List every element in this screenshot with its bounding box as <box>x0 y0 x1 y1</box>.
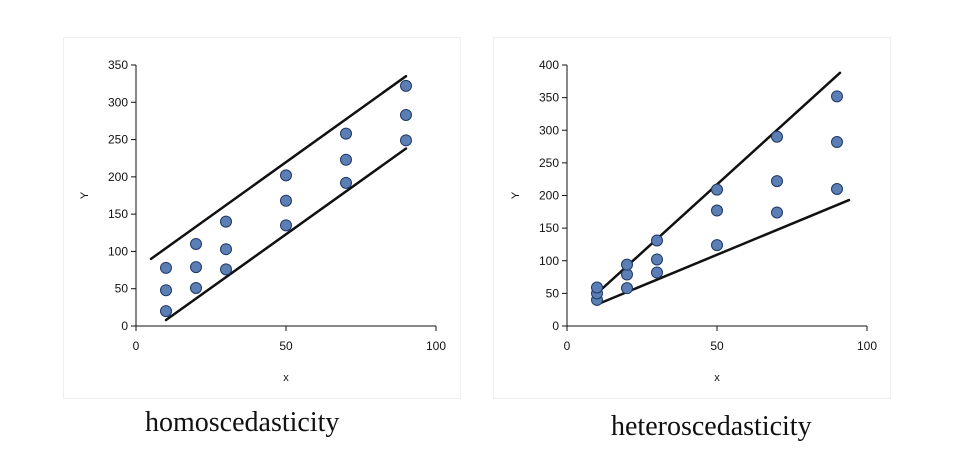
x-tick-label: 100 <box>857 339 877 353</box>
data-point <box>591 281 603 294</box>
data-point <box>651 234 663 247</box>
data-point <box>711 239 723 252</box>
x-tick-label: 0 <box>564 339 571 353</box>
data-point <box>831 90 843 103</box>
x-tick-label: 100 <box>426 339 446 353</box>
x-axis-label: x <box>283 372 289 384</box>
data-point <box>160 284 172 297</box>
y-tick-label: 0 <box>552 319 559 333</box>
data-point <box>280 169 292 182</box>
y-tick-label: 350 <box>539 91 559 105</box>
data-point <box>220 243 232 256</box>
caption-homoscedasticity: homoscedasticity <box>145 407 340 438</box>
upper-bound-line <box>149 74 408 261</box>
data-point <box>651 266 663 279</box>
data-point <box>621 258 633 271</box>
x-axis-label: x <box>714 372 720 384</box>
data-point <box>280 194 292 207</box>
y-tick-label: 100 <box>108 244 128 258</box>
y-tick-label: 100 <box>539 254 559 268</box>
data-point <box>340 127 352 140</box>
data-point <box>400 108 412 121</box>
scatter-chart-heteroscedasticity: 0 50 100 150 200 250 300 350 400 0 50 100 x Y <box>510 58 877 384</box>
data-point <box>400 79 412 92</box>
data-point <box>711 183 723 196</box>
y-axis-label: Y <box>79 191 91 199</box>
data-point <box>831 135 843 148</box>
lower-bound-line <box>164 147 408 322</box>
data-point <box>190 237 202 250</box>
data-point <box>711 204 723 217</box>
data-point <box>651 253 663 266</box>
x-tick-label: 50 <box>710 339 724 353</box>
data-point <box>160 261 172 274</box>
y-tick-label: 400 <box>539 58 559 72</box>
y-tick-label: 150 <box>539 221 559 235</box>
upper-bound-line <box>595 71 842 295</box>
chart-panel-homoscedasticity: 0 50 100 150 200 250 300 350 0 50 100 x Y <box>63 37 461 399</box>
scatter-chart-homoscedasticity: 0 50 100 150 200 250 300 350 0 50 100 x Y <box>79 58 446 384</box>
y-tick-label: 0 <box>121 319 128 333</box>
data-point <box>831 182 843 195</box>
data-point <box>771 206 783 219</box>
data-point <box>340 176 352 189</box>
y-axis-label: Y <box>510 191 522 199</box>
data-point <box>280 219 292 232</box>
y-tick-label: 200 <box>539 189 559 203</box>
data-point <box>220 215 232 228</box>
data-point <box>220 263 232 276</box>
data-point <box>160 305 172 318</box>
y-tick-label: 50 <box>546 286 560 300</box>
data-point <box>621 282 633 295</box>
lower-bound-line <box>595 198 851 306</box>
caption-heteroscedasticity: heteroscedasticity <box>611 411 812 442</box>
y-tick-label: 150 <box>108 207 128 221</box>
data-point <box>771 130 783 143</box>
data-point <box>771 175 783 188</box>
x-tick-label: 50 <box>279 339 293 353</box>
y-tick-label: 250 <box>539 156 559 170</box>
x-tick-label: 0 <box>133 339 140 353</box>
y-tick-label: 350 <box>108 58 128 72</box>
data-point <box>400 134 412 147</box>
y-tick-label: 300 <box>539 123 559 137</box>
y-tick-label: 200 <box>108 170 128 184</box>
data-point <box>190 261 202 274</box>
data-point <box>340 153 352 166</box>
y-tick-label: 250 <box>108 133 128 147</box>
y-tick-label: 300 <box>108 95 128 109</box>
y-tick-label: 50 <box>115 282 129 296</box>
chart-panel-heteroscedasticity: 0 50 100 150 200 250 300 350 400 0 50 100 x Y <box>493 37 891 399</box>
data-point <box>190 281 202 294</box>
